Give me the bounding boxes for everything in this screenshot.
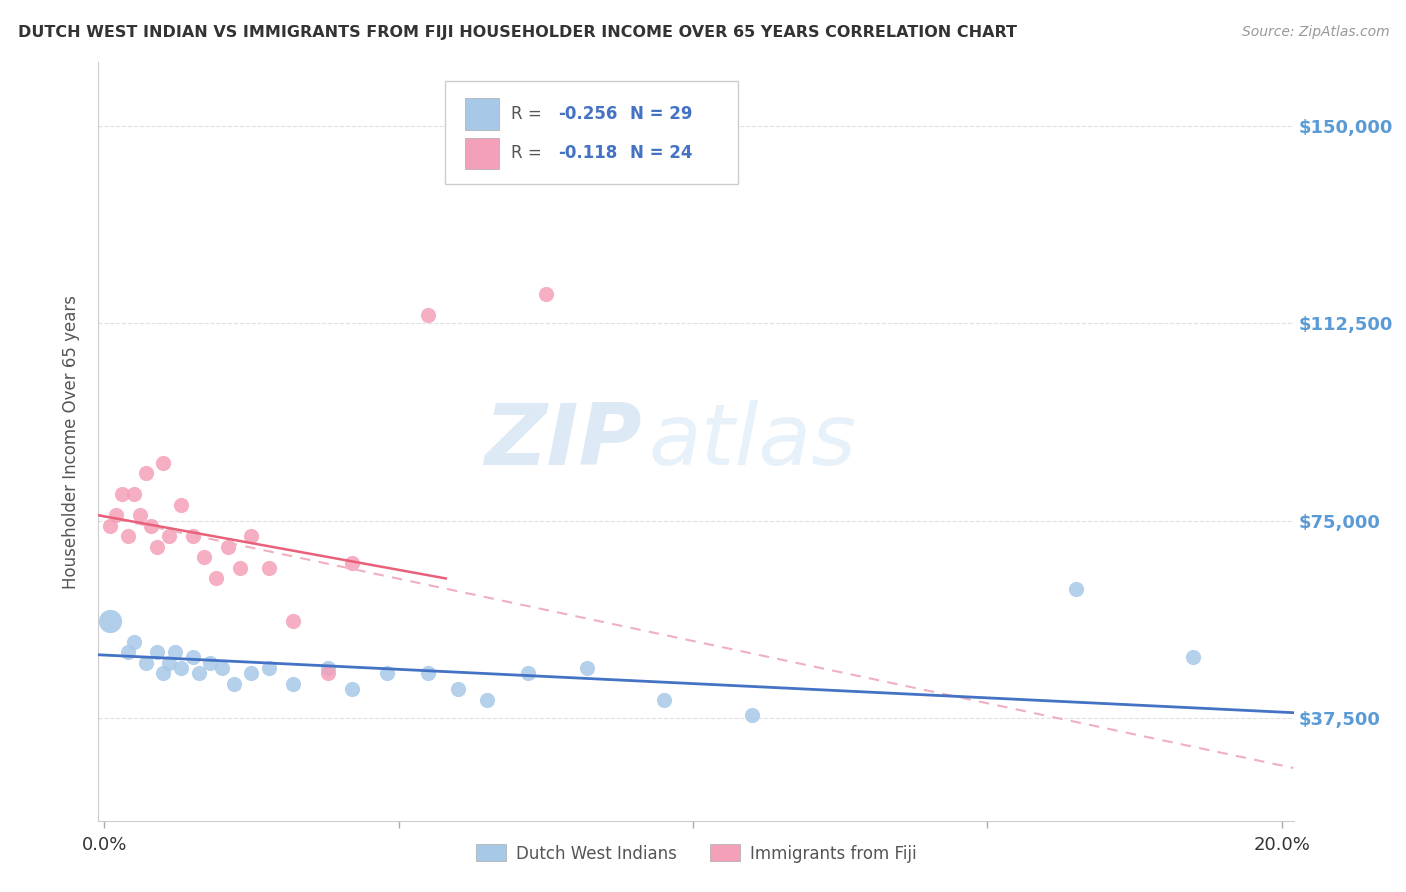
Point (163, 645, 186, 659)
Point (1182, 650, 1205, 665)
Point (98, 518, 121, 533)
Point (170, 661, 193, 675)
Point (316, 666, 339, 681)
FancyBboxPatch shape (465, 98, 499, 129)
Point (228, 561, 250, 575)
Legend: Dutch West Indians, Immigrants from Fiji: Dutch West Indians, Immigrants from Fiji (468, 838, 924, 869)
Point (146, 645, 169, 659)
Point (240, 529, 263, 543)
Point (222, 677, 245, 691)
Point (187, 666, 209, 681)
Point (205, 571, 228, 585)
Point (652, 692, 675, 706)
Point (193, 550, 215, 565)
Point (152, 666, 174, 681)
Point (281, 614, 304, 628)
Point (446, 681, 468, 696)
Point (181, 529, 204, 543)
Point (134, 656, 156, 670)
Text: DUTCH WEST INDIAN VS IMMIGRANTS FROM FIJI HOUSEHOLDER INCOME OVER 65 YEARS CORRE: DUTCH WEST INDIAN VS IMMIGRANTS FROM FIJ… (18, 25, 1018, 40)
Point (316, 661, 339, 675)
Point (340, 556, 363, 570)
Text: -0.118: -0.118 (558, 145, 617, 162)
Point (375, 666, 398, 681)
Point (117, 529, 139, 543)
Point (181, 650, 204, 665)
FancyBboxPatch shape (446, 81, 738, 184)
Text: ZIP: ZIP (485, 400, 643, 483)
Text: N = 24: N = 24 (630, 145, 693, 162)
Point (157, 656, 180, 670)
Point (211, 661, 233, 675)
Point (257, 561, 280, 575)
Point (141, 518, 163, 533)
Point (741, 708, 763, 723)
Point (340, 681, 363, 696)
Point (146, 540, 169, 554)
Y-axis label: Householder Income Over 65 years: Householder Income Over 65 years (62, 294, 80, 589)
Point (257, 661, 280, 675)
Point (1064, 582, 1087, 596)
Point (122, 487, 145, 501)
Text: R =: R = (510, 104, 547, 122)
Text: R =: R = (510, 145, 547, 162)
Point (117, 645, 139, 659)
Point (122, 634, 145, 648)
Point (170, 498, 193, 512)
Point (576, 661, 599, 675)
Point (134, 466, 156, 480)
Point (534, 287, 557, 301)
Point (517, 666, 540, 681)
Point (475, 692, 498, 706)
Point (416, 308, 439, 322)
FancyBboxPatch shape (465, 137, 499, 169)
Point (416, 666, 439, 681)
Point (152, 456, 174, 470)
Point (281, 677, 304, 691)
Text: N = 29: N = 29 (630, 104, 693, 122)
Point (128, 508, 150, 523)
Point (98, 614, 121, 628)
Point (157, 529, 180, 543)
Point (105, 508, 128, 523)
Point (111, 487, 134, 501)
Point (240, 666, 263, 681)
Point (217, 540, 239, 554)
Text: -0.256: -0.256 (558, 104, 617, 122)
Text: Source: ZipAtlas.com: Source: ZipAtlas.com (1241, 25, 1389, 39)
Text: atlas: atlas (648, 400, 856, 483)
Point (200, 656, 222, 670)
